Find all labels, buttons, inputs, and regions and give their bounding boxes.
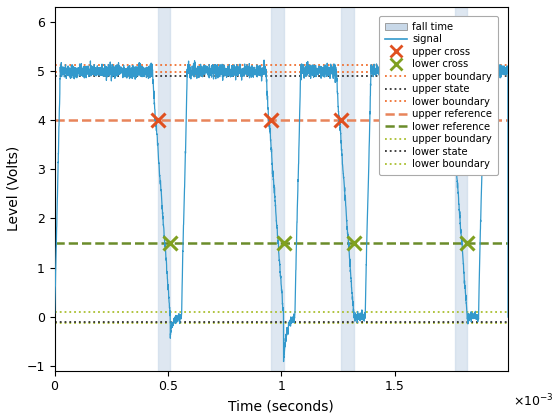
Y-axis label: Level (Volts): Level (Volts) xyxy=(7,146,21,231)
Bar xyxy=(342,7,354,371)
Bar xyxy=(455,7,467,371)
Bar xyxy=(158,7,170,371)
Bar xyxy=(271,7,283,371)
Legend: fall time, signal, upper cross, lower cross, upper boundary, upper state, lower : fall time, signal, upper cross, lower cr… xyxy=(380,16,498,175)
Text: $\times10^{-3}$: $\times10^{-3}$ xyxy=(512,393,553,409)
X-axis label: Time (seconds): Time (seconds) xyxy=(228,399,334,413)
